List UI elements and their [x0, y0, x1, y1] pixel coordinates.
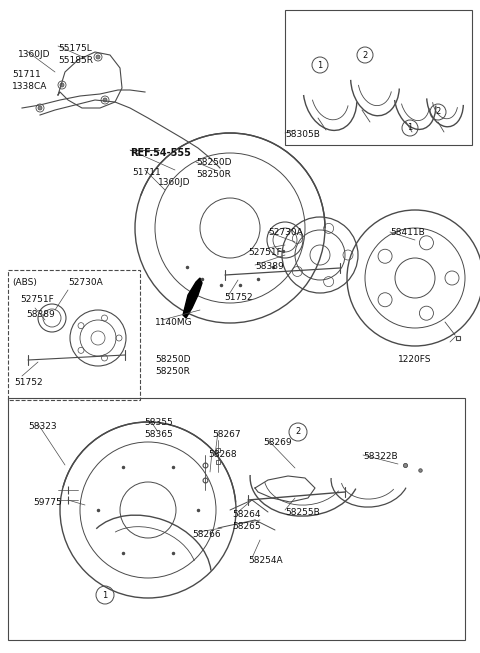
Text: 51752: 51752 [224, 293, 252, 302]
Text: 51711: 51711 [132, 168, 161, 177]
Text: 58323: 58323 [28, 422, 57, 431]
Text: 58411B: 58411B [390, 228, 425, 237]
Text: 58268: 58268 [208, 450, 237, 459]
Text: 1140MG: 1140MG [155, 318, 192, 327]
Text: 1360JD: 1360JD [18, 50, 50, 59]
Text: 58269: 58269 [263, 438, 292, 447]
Text: 52730A: 52730A [268, 228, 303, 237]
Text: 58265: 58265 [232, 522, 261, 531]
Bar [285, 10, 472, 145]
Text: 58322B: 58322B [363, 452, 397, 461]
Text: 58305B: 58305B [285, 130, 320, 139]
Circle shape [103, 98, 107, 102]
Text: 2: 2 [435, 108, 441, 116]
Text: 58250D: 58250D [155, 355, 191, 364]
Text: 52730A: 52730A [68, 278, 103, 287]
Bar [8, 398, 465, 640]
Text: 58267: 58267 [212, 430, 240, 439]
Text: 2: 2 [295, 428, 300, 436]
Text: 58266: 58266 [192, 530, 221, 539]
Text: 55185R: 55185R [58, 56, 93, 65]
Text: REF.54-555: REF.54-555 [130, 148, 191, 158]
Text: 1: 1 [102, 590, 108, 599]
Text: 58389: 58389 [255, 262, 284, 271]
Text: 58254A: 58254A [248, 556, 283, 565]
Text: 55175L: 55175L [58, 44, 92, 53]
Text: 58250D: 58250D [196, 158, 231, 167]
Circle shape [60, 83, 64, 87]
Text: 1338CA: 1338CA [12, 82, 48, 91]
Text: 58355: 58355 [144, 418, 173, 427]
Text: 1: 1 [408, 123, 413, 133]
Text: 1360JD: 1360JD [158, 178, 191, 187]
Circle shape [96, 55, 100, 59]
Bar [8, 270, 140, 400]
Text: 51711: 51711 [12, 70, 41, 79]
Text: 58264: 58264 [232, 510, 261, 519]
Text: 51752: 51752 [14, 378, 43, 387]
Text: 58250R: 58250R [196, 170, 231, 179]
Text: (ABS): (ABS) [12, 278, 37, 287]
Text: 58250R: 58250R [155, 367, 190, 376]
Text: 1220FS: 1220FS [398, 355, 432, 364]
Polygon shape [183, 278, 202, 318]
Text: 1: 1 [317, 61, 323, 69]
Text: 58389: 58389 [26, 310, 55, 319]
Text: 52751F: 52751F [248, 248, 282, 257]
Text: 2: 2 [362, 50, 368, 59]
Text: 59775: 59775 [33, 498, 62, 507]
Text: 52751F: 52751F [20, 295, 54, 304]
Text: 58255B: 58255B [285, 508, 320, 517]
Text: 58365: 58365 [144, 430, 173, 439]
Circle shape [38, 106, 42, 110]
